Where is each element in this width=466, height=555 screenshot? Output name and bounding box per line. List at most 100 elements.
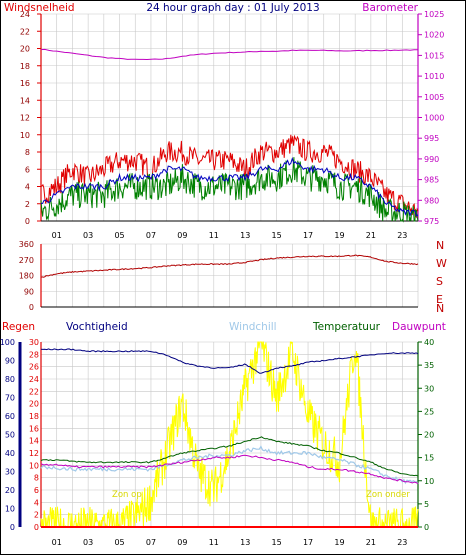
- wind-speed-tick-label: 4: [25, 183, 30, 192]
- barometer-tick-label: 1010: [424, 72, 444, 81]
- rain-tick-label: 10: [29, 461, 39, 470]
- barometer-tick-label: 1020: [424, 31, 444, 40]
- rain-tick-label: 6: [34, 486, 39, 495]
- rain-tick-label: 22: [29, 387, 39, 396]
- direction-tick-label: 270: [19, 256, 34, 265]
- barometer-tick-label: 995: [424, 134, 439, 143]
- humidity-label: Vochtigheid: [66, 321, 128, 333]
- wind-speed-tick-label: 12: [20, 114, 30, 123]
- temperature-tick-label: 5: [424, 500, 429, 509]
- wind-time-axis: 01 03 05 07 09 11 13 15 17 19 21 23: [41, 220, 418, 240]
- rain-tick-label: 26: [29, 363, 39, 372]
- rain-tick-label: 2: [34, 511, 39, 520]
- wind-hour-label: 09: [177, 231, 187, 240]
- temperature-line: [40, 436, 419, 477]
- humidity-tick-label: 60: [5, 412, 15, 421]
- wind-speed-tick-label: 24: [20, 10, 30, 19]
- temperature-tick-label: 20: [424, 431, 434, 440]
- wind-speed-tick-label: 2: [25, 200, 30, 209]
- rain-label: Regen: [2, 321, 35, 333]
- barometer-tick-label: 975: [424, 217, 439, 226]
- wind-hour-label: 15: [272, 231, 282, 240]
- wind-speed-tick-label: 6: [25, 165, 30, 174]
- climate-hour-label: 11: [209, 538, 219, 547]
- rain-tick-label: 28: [29, 350, 39, 359]
- wind-hour-label: 05: [114, 231, 124, 240]
- wind-speed-tick-label: 16: [20, 79, 30, 88]
- compass-label: W: [436, 257, 447, 270]
- direction-tick-label: 360: [19, 240, 34, 249]
- climate-hour-label: 23: [397, 538, 407, 547]
- barometer-tick-label: 1000: [424, 114, 444, 123]
- direction-series: [40, 254, 419, 278]
- climate-hour-label: 15: [272, 538, 282, 547]
- barometer-line: [40, 48, 418, 61]
- direction-tick-label: 180: [19, 272, 34, 281]
- climate-hour-label: 19: [334, 538, 344, 547]
- humidity-line: [40, 348, 419, 374]
- compass-label: E: [436, 293, 443, 306]
- rain-tick-label: 0: [34, 523, 39, 532]
- barometer-tick-label: 1005: [424, 93, 444, 102]
- wind-hour-label: 23: [397, 231, 407, 240]
- climate-hour-label: 17: [303, 538, 313, 547]
- temperature-tick-label: 15: [424, 454, 434, 463]
- barometer-label: Barometer: [362, 2, 418, 14]
- humidity-tick-label: 40: [5, 449, 15, 458]
- rain-tick-label: 20: [29, 400, 39, 409]
- wind-hour-label: 21: [366, 231, 376, 240]
- direction-degree-axis: 360 270 180 90 0: [19, 240, 418, 312]
- wind-series: [40, 48, 419, 223]
- humidity-tick-label: 70: [5, 394, 15, 403]
- solar-line: [40, 341, 419, 528]
- wind-hour-label: 17: [303, 231, 313, 240]
- windchill-line: [40, 445, 419, 485]
- humidity-tick-label: 0: [10, 523, 15, 532]
- wind-hour-label: 11: [209, 231, 219, 240]
- wind-speed-label: Windsnelheid: [4, 2, 75, 14]
- climate-hour-label: 05: [114, 538, 124, 547]
- temperature-axis: 40 35 30 25 20 15 10 5 0: [417, 338, 434, 532]
- temperature-tick-label: 0: [424, 523, 429, 532]
- wind-speed-tick-label: 18: [20, 62, 30, 71]
- compass-label: N: [436, 302, 444, 315]
- climate-time-axis: 01 03 05 07 09 11 13 15 17 19 21 23: [41, 526, 418, 547]
- barometer-tick-label: 985: [424, 176, 439, 185]
- temperature-label: Temperatuur: [312, 321, 381, 333]
- climate-series: [40, 341, 419, 528]
- chart-title: 24 hour graph day : 01 July 2013: [146, 2, 319, 14]
- dewpoint-line: [40, 454, 419, 485]
- humidity-tick-label: 90: [5, 357, 15, 366]
- wind-hour-label: 01: [52, 231, 62, 240]
- climate-hour-label: 13: [240, 538, 250, 547]
- climate-hour-label: 09: [177, 538, 187, 547]
- wind-speed-tick-label: 0: [25, 217, 30, 226]
- climate-hour-label: 07: [146, 538, 156, 547]
- barometer-tick-label: 990: [424, 155, 439, 164]
- humidity-tick-label: 50: [5, 431, 15, 440]
- wind-speed-tick-label: 20: [20, 45, 30, 54]
- humidity-tick-label: 30: [5, 468, 15, 477]
- sunset-annotation: Zon onder: [366, 490, 410, 500]
- humidity-tick-label: 10: [5, 505, 15, 514]
- barometer-tick-label: 1015: [424, 51, 444, 60]
- climate-grid: [40, 341, 419, 528]
- temperature-tick-label: 40: [424, 338, 434, 347]
- rain-tick-label: 14: [29, 437, 39, 446]
- humidity-tick-label: 80: [5, 375, 15, 384]
- rain-tick-label: 24: [29, 375, 39, 384]
- humidity-tick-label: 20: [5, 486, 15, 495]
- rain-tick-label: 30: [29, 338, 39, 347]
- dewpoint-label: Dauwpunt: [392, 321, 446, 333]
- humidity-tick-label: 100: [0, 338, 15, 347]
- rain-tick-label: 18: [29, 412, 39, 421]
- temperature-tick-label: 30: [424, 384, 434, 393]
- barometer-tick-label: 980: [424, 196, 439, 205]
- temperature-tick-label: 10: [424, 477, 434, 486]
- wind-speed-tick-label: 22: [20, 27, 30, 36]
